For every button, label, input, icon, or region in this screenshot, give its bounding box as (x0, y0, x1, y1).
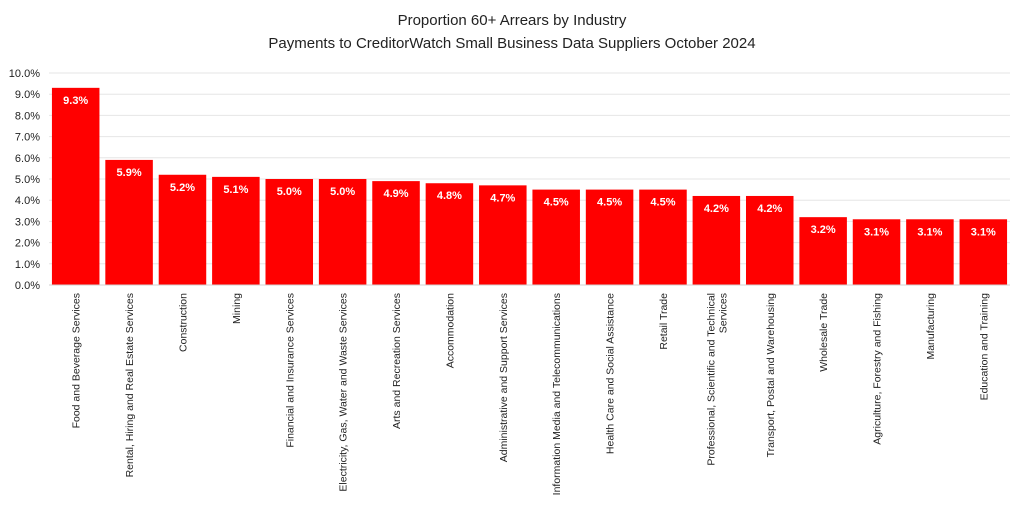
x-category-label: Health Care and Social Assistance (605, 293, 617, 454)
bar (479, 185, 527, 285)
x-category-label: Mining (231, 293, 243, 324)
data-label: 4.5% (544, 197, 569, 209)
data-label: 5.9% (117, 167, 142, 179)
chart-subtitle: Payments to CreditorWatch Small Business… (268, 35, 756, 52)
bar (585, 189, 634, 285)
data-label: 3.2% (811, 224, 836, 236)
y-tick-label: 5.0% (15, 174, 40, 186)
data-label: 5.1% (223, 184, 248, 196)
y-tick-label: 6.0% (15, 153, 40, 165)
x-category-label: Arts and Recreation Services (391, 293, 403, 429)
x-category-label: Agriculture, Forestry and Fishing (872, 293, 884, 445)
data-label: 3.1% (971, 226, 996, 238)
bar (745, 195, 794, 285)
data-label: 5.2% (170, 182, 195, 194)
x-category-label: Education and Training (978, 293, 990, 401)
y-tick-label: 7.0% (15, 132, 40, 144)
data-label: 3.1% (864, 226, 889, 238)
bar (318, 179, 367, 285)
y-tick-label: 8.0% (15, 110, 40, 122)
x-category-label: Food and Beverage Services (71, 293, 83, 428)
bar (212, 176, 260, 285)
bar (372, 181, 420, 285)
x-category-label: Construction (177, 293, 189, 352)
bar (425, 183, 474, 285)
bar (692, 195, 741, 285)
x-category-label: Rental, Hiring and Real Estate Services (124, 293, 136, 477)
data-label: 9.3% (63, 95, 88, 107)
y-tick-label: 10.0% (9, 68, 40, 80)
bar (158, 174, 207, 285)
data-label: 4.2% (757, 203, 782, 215)
x-category-label: Accommodation (444, 293, 456, 368)
x-category-label: Transport, Postal and Warehousing (765, 293, 777, 458)
bar (639, 189, 687, 285)
x-category-label: Information Media and Telecommunications (551, 293, 563, 495)
bar (51, 87, 100, 285)
x-category-label: Retail Trade (658, 293, 670, 350)
y-tick-label: 0.0% (15, 280, 40, 292)
x-category-label: Electricity, Gas, Water and Waste Servic… (338, 293, 350, 492)
bar (959, 219, 1008, 285)
data-label: 4.5% (597, 197, 622, 209)
x-category-label: Financial and Insurance Services (284, 293, 296, 448)
data-label: 4.2% (704, 203, 729, 215)
y-tick-label: 3.0% (15, 216, 40, 228)
bar (852, 219, 901, 285)
x-category-label: Wholesale Trade (818, 293, 830, 372)
data-label: 5.0% (277, 186, 302, 198)
y-tick-label: 4.0% (15, 195, 40, 207)
bar (799, 217, 847, 285)
bar (532, 189, 580, 285)
x-category-label: Administrative and Support Services (498, 293, 510, 462)
bar (906, 219, 954, 285)
y-tick-label: 9.0% (15, 89, 40, 101)
data-label: 4.9% (383, 188, 408, 200)
data-label: 5.0% (330, 186, 355, 198)
x-category-label: Services (717, 293, 729, 333)
data-label: 3.1% (917, 226, 942, 238)
bar (265, 179, 314, 285)
x-category-label: Manufacturing (925, 293, 937, 360)
y-tick-label: 2.0% (15, 238, 40, 250)
bar (105, 159, 153, 285)
data-label: 4.5% (650, 197, 675, 209)
data-label: 4.8% (437, 190, 462, 202)
data-label: 4.7% (490, 192, 515, 204)
x-category-label: Professional, Scientific and Technical (705, 293, 717, 466)
y-tick-label: 1.0% (15, 259, 40, 271)
chart-title: Proportion 60+ Arrears by Industry (397, 12, 627, 29)
